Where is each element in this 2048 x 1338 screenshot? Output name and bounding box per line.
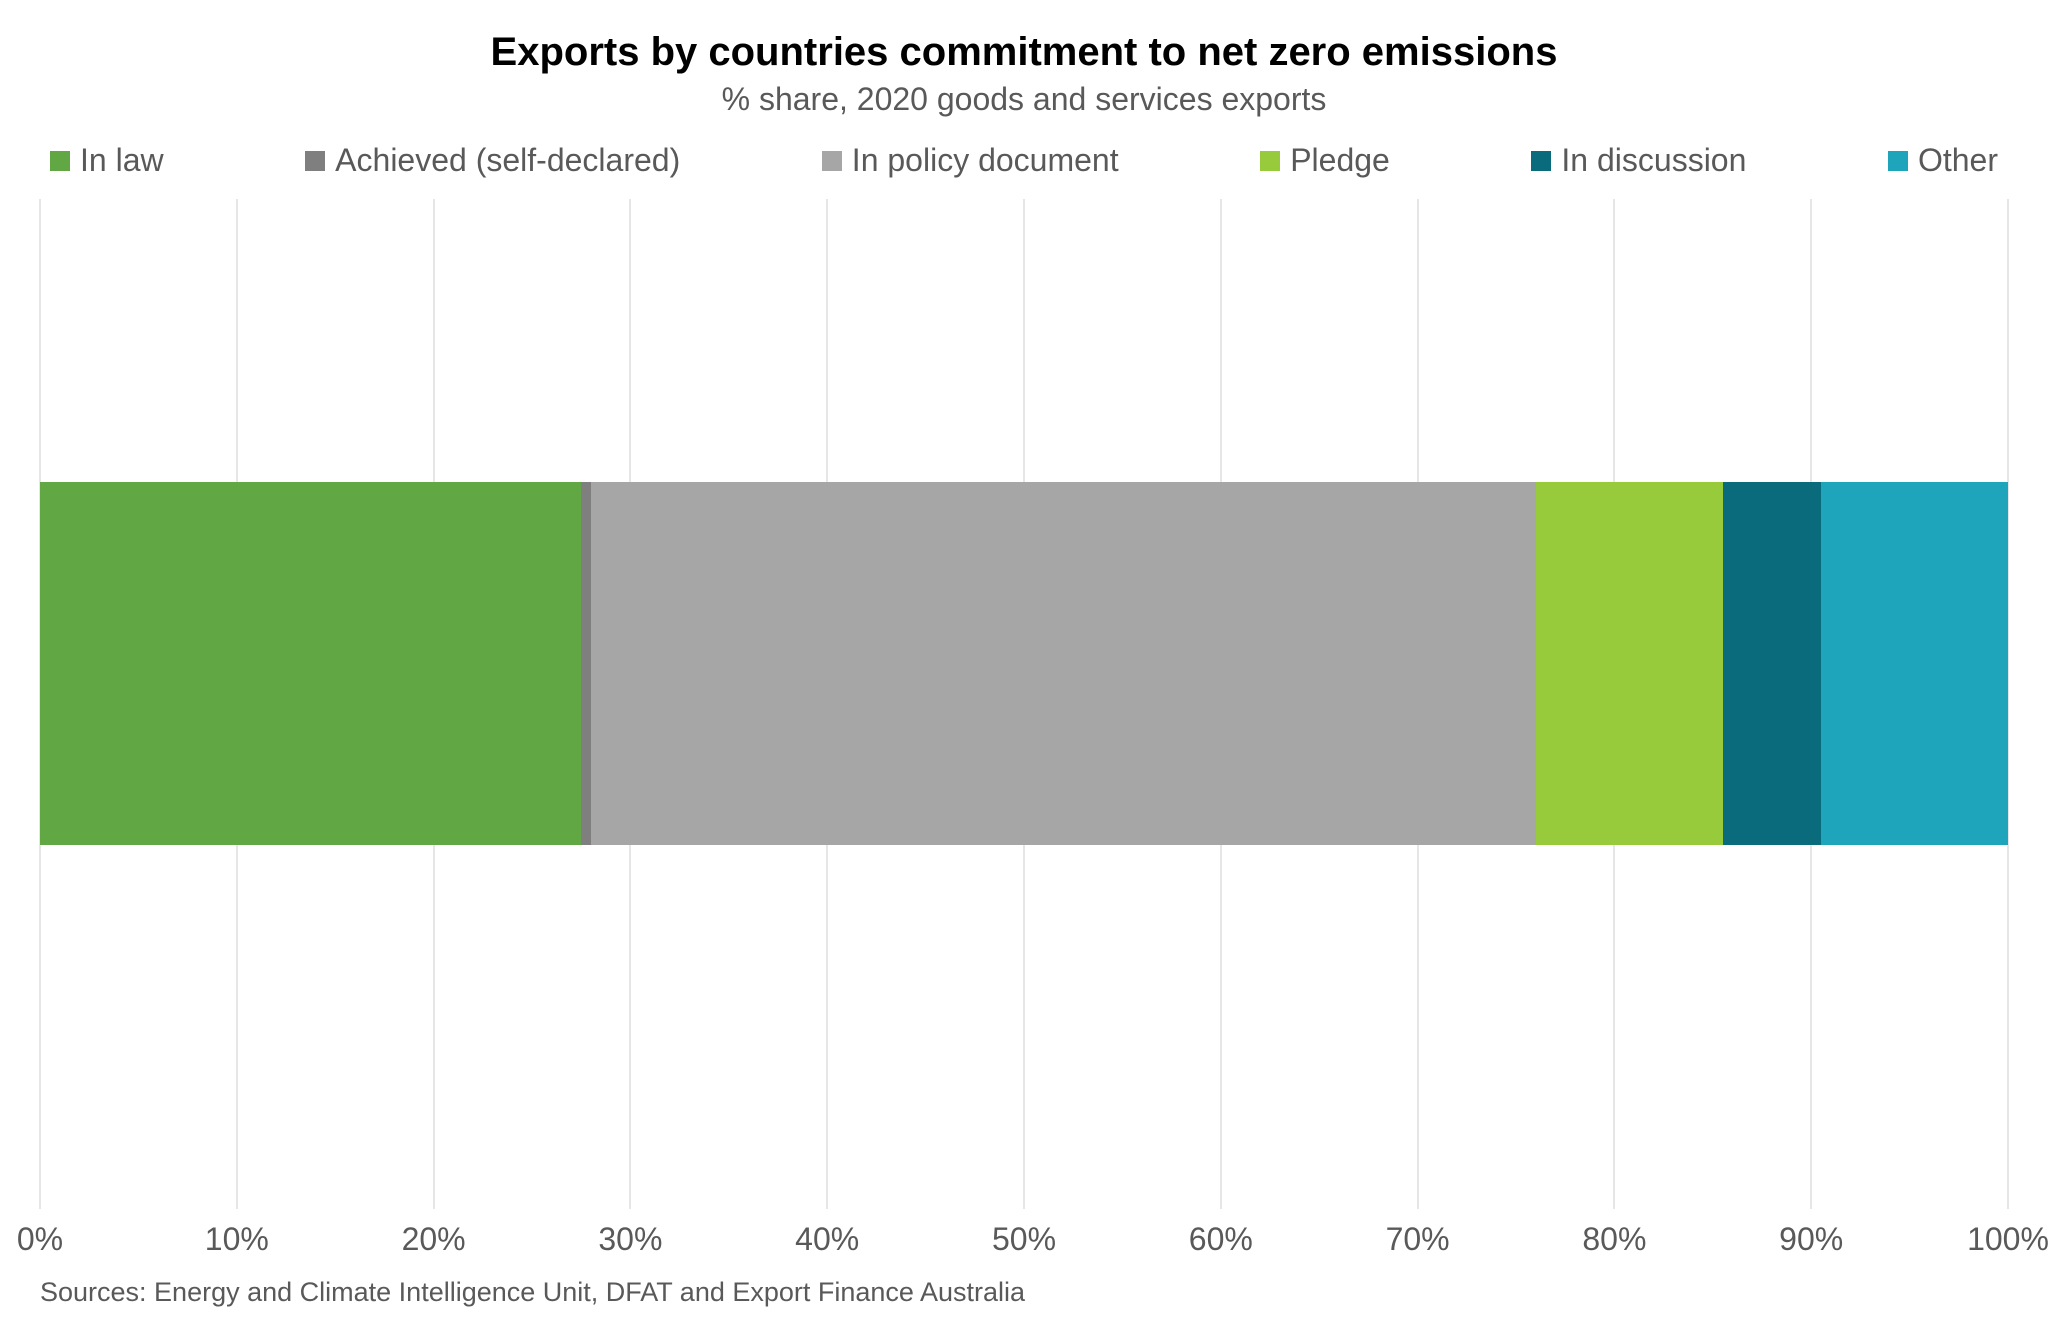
bar-segment <box>581 482 591 846</box>
chart-title: Exports by countries commitment to net z… <box>40 30 2008 75</box>
legend-item: In discussion <box>1531 142 1746 179</box>
x-tick-label: 10% <box>205 1221 269 1258</box>
legend-item: Pledge <box>1260 142 1390 179</box>
legend: In law Achieved (self-declared) In polic… <box>40 142 2008 179</box>
legend-label: Achieved (self-declared) <box>335 142 680 179</box>
legend-label: Pledge <box>1290 142 1390 179</box>
x-tick-label: 80% <box>1582 1221 1646 1258</box>
chart-container: Exports by countries commitment to net z… <box>40 30 2008 1308</box>
bar-segment <box>1536 482 1723 846</box>
x-tick-label: 0% <box>17 1221 63 1258</box>
x-tick-label: 40% <box>795 1221 859 1258</box>
legend-swatch <box>1260 151 1280 171</box>
legend-item: In policy document <box>822 142 1119 179</box>
source-text: Sources: Energy and Climate Intelligence… <box>40 1277 2008 1308</box>
legend-swatch <box>305 151 325 171</box>
legend-swatch <box>50 151 70 171</box>
x-axis: 0%10%20%30%40%50%60%70%80%90%100% <box>40 1221 2008 1267</box>
legend-item: In law <box>50 142 164 179</box>
x-tick-label: 60% <box>1189 1221 1253 1258</box>
x-tick-label: 20% <box>402 1221 466 1258</box>
legend-swatch <box>822 151 842 171</box>
stacked-bar <box>40 482 2008 846</box>
legend-item: Other <box>1888 142 1998 179</box>
plot-area <box>40 199 2008 1209</box>
legend-item: Achieved (self-declared) <box>305 142 680 179</box>
x-tick-label: 90% <box>1779 1221 1843 1258</box>
x-tick-label: 100% <box>1967 1221 2048 1258</box>
legend-label: In policy document <box>852 142 1119 179</box>
x-tick-label: 70% <box>1386 1221 1450 1258</box>
legend-label: Other <box>1918 142 1998 179</box>
legend-label: In discussion <box>1561 142 1746 179</box>
bar-segment <box>1723 482 1821 846</box>
legend-swatch <box>1531 151 1551 171</box>
legend-swatch <box>1888 151 1908 171</box>
chart-subtitle: % share, 2020 goods and services exports <box>40 81 2008 118</box>
bar-segment <box>40 482 581 846</box>
x-tick-label: 30% <box>598 1221 662 1258</box>
bar-segment <box>591 482 1536 846</box>
legend-label: In law <box>80 142 164 179</box>
bar-segment <box>1821 482 2008 846</box>
x-tick-label: 50% <box>992 1221 1056 1258</box>
